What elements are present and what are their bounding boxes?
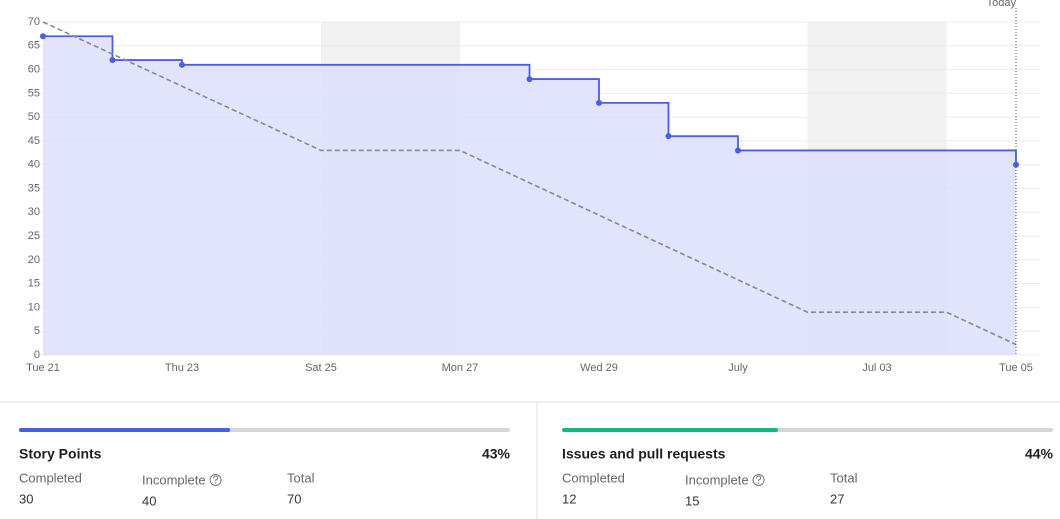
x-tick-label: Thu 23 bbox=[165, 362, 199, 374]
data-point bbox=[109, 57, 116, 64]
x-tick-label: July bbox=[728, 362, 748, 374]
y-tick-label: 10 bbox=[28, 301, 40, 313]
stat-value: 12 bbox=[562, 491, 576, 506]
progress-fill bbox=[19, 428, 231, 432]
y-tick-label: 0 bbox=[34, 349, 40, 361]
data-point bbox=[526, 76, 533, 83]
stat-value: 70 bbox=[287, 491, 301, 506]
y-tick-label: 55 bbox=[28, 87, 40, 99]
stat-label: Incomplete bbox=[685, 472, 749, 487]
stat-value: 27 bbox=[830, 491, 844, 506]
data-point bbox=[665, 133, 672, 140]
info-icon bbox=[209, 474, 222, 486]
info-icon-dot bbox=[757, 482, 760, 484]
y-tick-label: 5 bbox=[34, 325, 40, 337]
y-tick-label: 20 bbox=[28, 254, 40, 266]
x-tick-label: Mon 27 bbox=[442, 362, 479, 374]
card-title: Issues and pull requests bbox=[562, 446, 726, 462]
stat-value: 30 bbox=[19, 491, 33, 506]
data-point bbox=[596, 99, 602, 106]
stat-value: 40 bbox=[142, 493, 156, 508]
x-tick-label: Wed 29 bbox=[580, 362, 618, 374]
y-tick-label: 45 bbox=[28, 135, 40, 147]
info-icon bbox=[752, 474, 765, 486]
data-point bbox=[40, 33, 46, 40]
data-point bbox=[179, 61, 185, 68]
stat-label: Total bbox=[830, 470, 858, 485]
info-icon-dot bbox=[214, 482, 217, 484]
y-tick-label: 35 bbox=[28, 182, 40, 194]
x-tick-label: Jul 03 bbox=[862, 362, 891, 374]
y-tick-label: 50 bbox=[28, 111, 40, 123]
y-tick-label: 15 bbox=[28, 278, 40, 290]
y-tick-label: 25 bbox=[28, 230, 40, 242]
info-icon-mark bbox=[213, 475, 219, 481]
x-tick-label: Sat 25 bbox=[305, 362, 337, 374]
x-tick-label: Tue 21 bbox=[26, 362, 60, 374]
y-tick-label: 60 bbox=[28, 63, 40, 75]
y-tick-label: 30 bbox=[28, 206, 40, 218]
card-title: Story Points bbox=[19, 446, 102, 462]
today-label: Today bbox=[987, 0, 1017, 9]
info-icon-mark bbox=[756, 475, 762, 481]
y-tick-label: 65 bbox=[28, 40, 40, 52]
ideal-line bbox=[42, 21, 1017, 346]
stat-label: Completed bbox=[562, 470, 625, 485]
card-percent: 43% bbox=[482, 446, 511, 462]
y-tick-label: 70 bbox=[28, 16, 40, 28]
x-tick-label: Tue 05 bbox=[999, 362, 1033, 374]
card-percent: 44% bbox=[1025, 446, 1054, 462]
stat-value: 15 bbox=[685, 493, 699, 508]
data-point bbox=[735, 147, 741, 154]
stat-label: Completed bbox=[19, 470, 82, 485]
y-tick-label: 40 bbox=[28, 159, 40, 171]
stat-label: Incomplete bbox=[142, 472, 206, 487]
stat-label: Total bbox=[287, 470, 315, 485]
area-fill bbox=[43, 36, 1016, 356]
progress-fill bbox=[562, 428, 779, 432]
